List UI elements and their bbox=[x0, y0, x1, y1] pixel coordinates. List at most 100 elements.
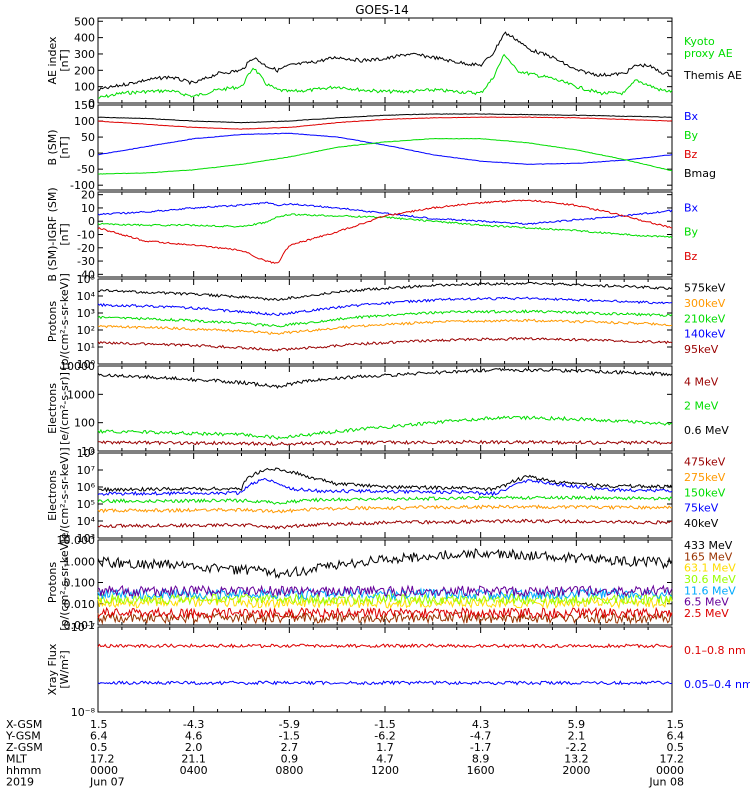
y-tick-label: 10 bbox=[81, 445, 95, 458]
y-tick-label: -10 bbox=[77, 229, 95, 242]
y-tick-label: 400 bbox=[74, 32, 95, 45]
legend-entry: 0.6 MeV bbox=[684, 424, 729, 437]
ephemeris-value: -1.5 bbox=[279, 730, 300, 743]
y-tick-label: 300 bbox=[74, 48, 95, 61]
legend-entry: 75keV bbox=[684, 502, 719, 515]
legend-entry: 475keV bbox=[684, 455, 726, 468]
ephemeris-value: 1600 bbox=[467, 764, 495, 777]
legend-entry: 275keV bbox=[684, 471, 726, 484]
ephemeris-value: -6.2 bbox=[374, 730, 395, 743]
ephemeris-value: 1200 bbox=[371, 764, 399, 777]
legend-entry: By bbox=[684, 129, 699, 142]
ephemeris-value: 0.5 bbox=[667, 741, 685, 754]
series-line-0 bbox=[97, 518, 673, 530]
series-line-5 bbox=[97, 584, 673, 598]
ephemeris-row-label: hhmm bbox=[6, 764, 41, 777]
y-tick-label: 50 bbox=[81, 131, 95, 144]
ephemeris-value: 17.2 bbox=[90, 753, 115, 766]
series-line-1 bbox=[97, 213, 673, 239]
series-line-3 bbox=[97, 296, 673, 317]
y-axis-label: AE index[nT] bbox=[46, 36, 71, 85]
y-tick-label: 10⁸ bbox=[77, 447, 96, 460]
y-tick-label: -40 bbox=[77, 268, 95, 281]
y-tick-label: 10⁷ bbox=[77, 464, 95, 477]
y-tick-label: 10⁰ bbox=[77, 358, 96, 371]
y-tick-label: 10³ bbox=[77, 532, 95, 545]
y-tick-label: -30 bbox=[77, 255, 95, 268]
legend-entry: Bz bbox=[684, 250, 698, 263]
series-line-0 bbox=[97, 201, 673, 225]
ephemeris-value: 21.1 bbox=[181, 753, 206, 766]
panel-frame bbox=[97, 191, 673, 278]
series-line-2 bbox=[97, 367, 673, 389]
legend-entry: 95keV bbox=[684, 343, 719, 356]
legend-entry: Themis AE bbox=[683, 69, 742, 82]
y-tick-label: 10⁶ bbox=[77, 481, 96, 494]
legend-entry: 150keV bbox=[684, 486, 726, 499]
y-tick-label: 100 bbox=[74, 115, 95, 128]
legend-entry: 210keV bbox=[684, 312, 726, 325]
y-tick-label: 10¹ bbox=[77, 341, 95, 354]
ephemeris-value: 0000 bbox=[90, 764, 118, 777]
y-axis-label: Xray Flux[W/m²] bbox=[46, 643, 71, 695]
ephemeris-value: 0.5 bbox=[90, 741, 108, 754]
y-tick-label: 10⁻⁷ bbox=[71, 621, 95, 634]
legend-entry: 6.5 MeV bbox=[684, 596, 729, 609]
y-tick-label: 20 bbox=[81, 189, 95, 202]
series-line-2 bbox=[97, 116, 673, 130]
y-tick-label: 10.000 bbox=[57, 534, 96, 547]
legend-entry: 2.5 MeV bbox=[684, 607, 729, 620]
y-tick-label: 10³ bbox=[77, 307, 95, 320]
ephemeris-value: -1.5 bbox=[374, 718, 395, 731]
ephemeris-value: 4.3 bbox=[472, 718, 490, 731]
y-tick-label: 0 bbox=[88, 147, 95, 160]
y-tick-label: 200 bbox=[74, 64, 95, 77]
ephemeris-value: 0800 bbox=[275, 764, 303, 777]
panel-frame bbox=[97, 626, 673, 713]
series-line-2 bbox=[97, 199, 673, 264]
ephemeris-value: 1.7 bbox=[376, 741, 394, 754]
ephemeris-value: 0000 bbox=[656, 764, 684, 777]
y-tick-label: -50 bbox=[77, 163, 95, 176]
series-line-6 bbox=[97, 606, 673, 620]
y-tick-label: 10 bbox=[81, 202, 95, 215]
ephemeris-value: 6.4 bbox=[90, 730, 108, 743]
ephemeris-value: -4.3 bbox=[183, 718, 204, 731]
legend-entry: Bx bbox=[684, 110, 699, 123]
legend-entry: 63.1 MeV bbox=[684, 562, 736, 575]
ephemeris-value: 8.9 bbox=[472, 753, 490, 766]
series-line-0 bbox=[97, 53, 673, 99]
ephemeris-value: 17.2 bbox=[660, 753, 685, 766]
ephemeris-value: 5.9 bbox=[568, 718, 586, 731]
y-tick-label: 500 bbox=[74, 15, 95, 28]
ephemeris-row-label: 2019 bbox=[6, 776, 34, 789]
series-line-3 bbox=[97, 592, 673, 606]
panel-6: 0.001 0.010 0.100 1.000 10.000Protons[p/(cm²… bbox=[46, 534, 736, 632]
y-tick-label: 10⁻⁸ bbox=[71, 706, 96, 719]
y-axis-label: Electrons[e/(cm²-s-sr-keV)] bbox=[46, 447, 71, 543]
y-tick-label: 10⁴ bbox=[77, 290, 96, 303]
series-line-3 bbox=[97, 113, 673, 124]
y-tick-label: 10⁵ bbox=[77, 498, 95, 511]
ephemeris-value: 13.2 bbox=[564, 753, 589, 766]
series-line-1 bbox=[97, 504, 673, 514]
series-line-0 bbox=[97, 548, 673, 579]
series-line-0 bbox=[97, 132, 673, 165]
legend-entry: 0.1–0.8 nm bbox=[684, 644, 746, 657]
ephemeris-value: 6.4 bbox=[667, 730, 685, 743]
legend-entry: 0.05–0.4 nm bbox=[684, 678, 750, 691]
legend-entry: 40keV bbox=[684, 517, 719, 530]
ephemeris-row-label: Z-GSM bbox=[6, 741, 43, 754]
legend-entry: 140keV bbox=[684, 328, 726, 341]
legend-entry: 11.6 MeV bbox=[684, 584, 736, 597]
y-axis-label: Protons[p/(cm²-s-sr-keV)] bbox=[46, 273, 71, 370]
series-line-0 bbox=[97, 281, 673, 301]
y-tick-label: 1.000 bbox=[64, 555, 96, 568]
series-line-1 bbox=[97, 31, 673, 92]
y-tick-label: 10² bbox=[77, 324, 95, 337]
series-line-2 bbox=[97, 495, 673, 505]
